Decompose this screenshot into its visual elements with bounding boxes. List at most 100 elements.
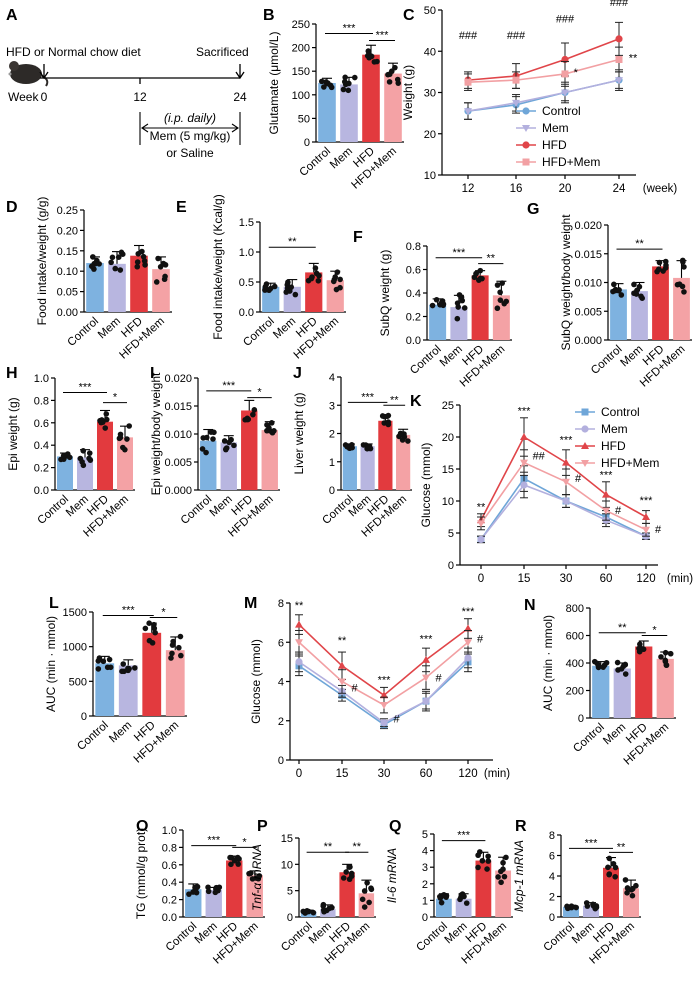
bar-hfd-mem <box>166 650 185 716</box>
y-tick-label: 3 <box>422 862 428 874</box>
data-point <box>434 297 440 303</box>
y-tick-label: 0.020 <box>574 220 602 232</box>
bar-hfd <box>226 860 242 917</box>
panel-letter: E <box>176 199 187 216</box>
x-tick-label: 12 <box>462 183 475 195</box>
data-point <box>637 649 643 655</box>
y-tick-label: 0.4 <box>162 877 177 889</box>
x-tick-label: Mem <box>96 315 123 341</box>
data-point <box>227 855 233 861</box>
data-point <box>186 891 192 897</box>
data-point <box>300 909 306 915</box>
data-point <box>657 260 663 266</box>
data-point <box>613 865 619 871</box>
bar-mem <box>340 84 358 142</box>
data-point <box>479 276 485 282</box>
data-point <box>226 440 232 446</box>
bar-control <box>343 446 357 490</box>
data-point <box>664 662 670 668</box>
significance-label: *** <box>207 835 221 847</box>
panel-letter: M <box>244 595 257 612</box>
marker-circle <box>422 698 429 705</box>
y-tick-label: 4 <box>549 871 555 883</box>
y-axis-label: Food intake/weight (Kcal/g) <box>211 194 225 339</box>
y-tick-label: 0.05 <box>57 287 78 299</box>
data-point <box>328 82 334 88</box>
data-point <box>605 865 611 871</box>
data-point <box>677 281 683 287</box>
data-point <box>146 620 152 626</box>
marker-circle <box>380 719 387 726</box>
data-point <box>88 457 94 463</box>
y-tick-label: 2 <box>549 892 555 904</box>
data-point <box>633 883 639 889</box>
data-point <box>319 79 325 85</box>
significance-label: ** <box>390 394 399 406</box>
data-point <box>658 654 664 660</box>
data-point <box>663 262 669 268</box>
marker-square <box>523 159 530 166</box>
significance-label: ### <box>610 0 629 9</box>
y-tick-label: 150 <box>292 66 310 78</box>
significance-label: # <box>477 633 484 645</box>
panel-letter: L <box>49 595 59 612</box>
data-point <box>624 890 630 896</box>
y-tick-label: 400 <box>566 658 584 670</box>
data-point <box>193 885 199 891</box>
significance-label: ** <box>324 841 333 853</box>
marker-circle <box>615 35 622 42</box>
y-tick-label: 0.0 <box>34 485 49 497</box>
data-point <box>565 906 571 912</box>
x-tick-label: Mem <box>618 343 645 369</box>
significance-label: # <box>394 714 401 726</box>
y-tick-label: 8 <box>549 830 555 842</box>
marker-triangle-down <box>338 679 346 686</box>
y-tick-label: 1.0 <box>162 825 177 837</box>
data-point <box>366 900 372 906</box>
significance-label: * <box>161 607 166 619</box>
data-point <box>623 877 629 883</box>
x-tick-label: Mem <box>438 343 465 369</box>
panel-i-chart: I0.0000.0050.0100.0150.020Epi weight/bod… <box>149 365 280 540</box>
saline-label: or Saline <box>166 146 214 160</box>
significance-label: ** <box>352 841 361 853</box>
bar-hfd <box>635 647 652 719</box>
significance-label: * <box>574 67 579 79</box>
y-tick-label: 3 <box>329 400 335 412</box>
y-tick-label: 50 <box>424 5 436 17</box>
y-tick-label: 0.2 <box>34 463 49 475</box>
significance-label: *** <box>122 604 136 616</box>
panel-letter: R <box>515 818 527 835</box>
y-tick-label: 0.6 <box>34 418 49 430</box>
x-tick-label: 30 <box>378 768 391 780</box>
data-point <box>637 641 643 647</box>
panel-letter: C <box>403 7 415 24</box>
figure-canvas: A HFD or Normal chow diet Sacrificed Wee… <box>0 0 698 993</box>
panel-a-timeline: A HFD or Normal chow diet Sacrificed Wee… <box>6 7 249 160</box>
bar-hfd <box>378 421 392 490</box>
data-point <box>503 855 509 861</box>
data-point <box>96 261 102 267</box>
x-tick-label: Mem <box>570 920 597 946</box>
marker-circle <box>464 654 471 661</box>
x-axis-label: (week) <box>643 183 678 195</box>
data-point <box>615 667 621 673</box>
data-point <box>392 65 398 71</box>
data-point <box>316 278 322 284</box>
data-point <box>602 662 608 668</box>
data-point <box>343 869 349 875</box>
data-point <box>498 880 504 886</box>
y-tick-label: 500 <box>69 676 87 688</box>
y-tick-label: 0.000 <box>164 485 192 497</box>
data-point <box>382 414 388 420</box>
data-point <box>168 655 174 661</box>
y-tick-label: 1500 <box>63 607 87 619</box>
panel-letter: K <box>410 393 422 410</box>
y-axis-label: Glucose (mmol) <box>419 443 433 528</box>
y-tick-label: 50 <box>298 113 310 125</box>
y-axis-label: Epi weight (g) <box>6 397 20 470</box>
significance-label: * <box>652 625 657 637</box>
data-point <box>217 884 223 890</box>
data-point <box>349 873 355 879</box>
